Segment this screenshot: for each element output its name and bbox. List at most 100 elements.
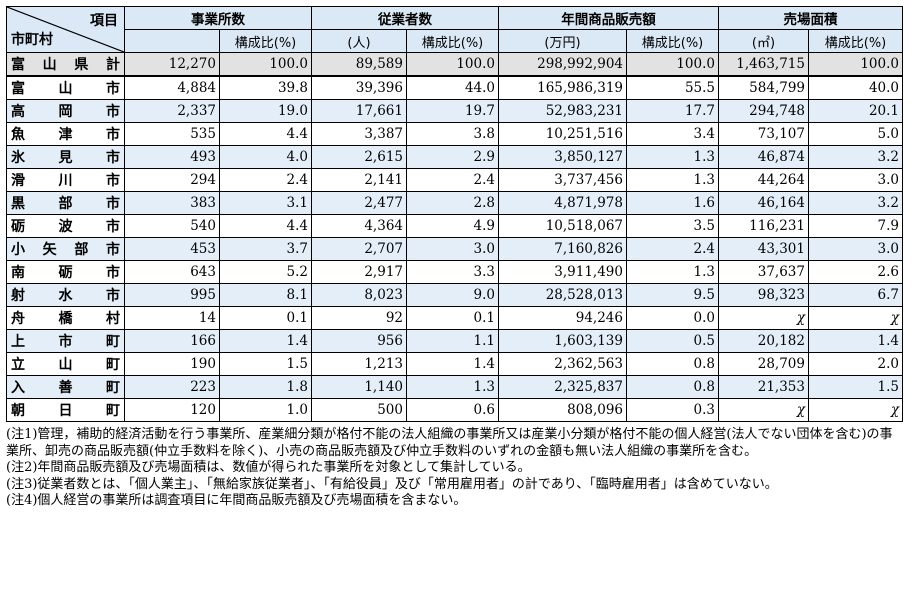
table-row: 朝日町 120 1.0 500 0.6 808,096 0.3 χ χ bbox=[6, 398, 903, 422]
value-cell: 3.0 bbox=[808, 168, 903, 192]
value-cell: 100.0 bbox=[808, 52, 903, 77]
table-row: 入善町 223 1.8 1,140 1.3 2,325,837 0.8 21,353 1.5 bbox=[6, 375, 903, 399]
value-cell: 14 bbox=[124, 306, 220, 330]
value-cell: 3.8 bbox=[406, 122, 499, 146]
value-cell: 2.4 bbox=[626, 237, 719, 261]
municipality-name-text: 砺波市 bbox=[11, 219, 120, 235]
value-cell: 1.1 bbox=[406, 329, 499, 353]
value-cell: 55.5 bbox=[626, 75, 719, 100]
value-cell: 2.0 bbox=[808, 352, 903, 376]
prefecture-total-row: 富山県計 12,270 100.0 89,589 100.0 298,992,904 100… bbox=[6, 52, 903, 77]
value-cell: 3,387 bbox=[311, 122, 407, 146]
value-cell: 1,463,715 bbox=[718, 52, 809, 77]
value-cell: 0.6 bbox=[406, 398, 499, 422]
value-cell: 3,850,127 bbox=[498, 145, 627, 169]
table-body: 富山県計 12,270 100.0 89,589 100.0 298,992,904 100… bbox=[6, 52, 903, 422]
municipality-name-text: 氷見市 bbox=[11, 150, 120, 166]
municipality-name: 富山県計 bbox=[6, 52, 125, 77]
municipality-name-text: 立山町 bbox=[11, 357, 120, 373]
value-cell: 43,301 bbox=[718, 237, 809, 261]
value-cell: 2.4 bbox=[406, 168, 499, 192]
value-cell: 294,748 bbox=[718, 99, 809, 123]
municipality-name: 小矢部市 bbox=[6, 237, 125, 261]
municipality-name-text: 南砺市 bbox=[11, 265, 120, 281]
value-cell: 120 bbox=[124, 398, 220, 422]
value-cell: 0.5 bbox=[626, 329, 719, 353]
municipality-name: 黒部市 bbox=[6, 191, 125, 215]
municipality-name-text: 入善町 bbox=[11, 380, 120, 396]
header-employees: 従業者数 bbox=[311, 6, 499, 30]
value-cell: χ bbox=[808, 306, 903, 330]
value-cell: 44,264 bbox=[718, 168, 809, 192]
table-row: 富山市 4,884 39.8 39,396 44.0 165,986,319 55.5 584… bbox=[6, 75, 903, 100]
value-cell: 1,140 bbox=[311, 375, 407, 399]
header-unit-persons: (人) bbox=[311, 29, 407, 53]
municipality-name: 上市町 bbox=[6, 329, 125, 353]
value-cell: 100.0 bbox=[626, 52, 719, 77]
value-cell: 2,362,563 bbox=[498, 352, 627, 376]
footnote: (注1)管理，補助的経済活動を行う事業所、産業細分類が格付不能の法人組織の事業所… bbox=[6, 427, 893, 459]
value-cell: 73,107 bbox=[718, 122, 809, 146]
value-cell: 100.0 bbox=[406, 52, 499, 77]
value-cell: 223 bbox=[124, 375, 220, 399]
table-row: 立山町 190 1.5 1,213 1.4 2,362,563 0.8 28,709 2.0 bbox=[6, 352, 903, 376]
value-cell: 1.6 bbox=[626, 191, 719, 215]
value-cell: 28,528,013 bbox=[498, 283, 627, 307]
footnotes: (注1)管理，補助的経済活動を行う事業所、産業細分類が格付不能の法人組織の事業所… bbox=[6, 427, 902, 510]
value-cell: 1,603,139 bbox=[498, 329, 627, 353]
table-row: 南砺市 643 5.2 2,917 3.3 3,911,490 1.3 37,637 2.6 bbox=[6, 260, 903, 284]
municipality-name: 入善町 bbox=[6, 375, 125, 399]
corner-item-label: 項目 bbox=[90, 13, 118, 29]
header-establishments: 事業所数 bbox=[124, 6, 312, 30]
value-cell: 1.3 bbox=[626, 145, 719, 169]
value-cell: 2,337 bbox=[124, 99, 220, 123]
value-cell: 44.0 bbox=[406, 75, 499, 100]
value-cell: 294 bbox=[124, 168, 220, 192]
value-cell: 1.4 bbox=[219, 329, 312, 353]
header-blank-cell bbox=[124, 29, 220, 53]
value-cell: 956 bbox=[311, 329, 407, 353]
municipality-name: 舟橋村 bbox=[6, 306, 125, 330]
value-cell: 1.4 bbox=[808, 329, 903, 353]
value-cell: 3.2 bbox=[808, 145, 903, 169]
value-cell: 116,231 bbox=[718, 214, 809, 238]
value-cell: 37,637 bbox=[718, 260, 809, 284]
value-cell: 2,917 bbox=[311, 260, 407, 284]
value-cell: 3.3 bbox=[406, 260, 499, 284]
value-cell: 20.1 bbox=[808, 99, 903, 123]
value-cell: 2,325,837 bbox=[498, 375, 627, 399]
footnote: (注2)年間商品販売額及び売場面積は、数値が得られた事業所を対象として集計してい… bbox=[6, 460, 531, 475]
municipality-name-text: 射水市 bbox=[11, 288, 120, 304]
value-cell: 2,707 bbox=[311, 237, 407, 261]
header-ratio: 構成比(%) bbox=[808, 29, 903, 53]
value-cell: 94,246 bbox=[498, 306, 627, 330]
municipality-name-text: 魚津市 bbox=[11, 127, 120, 143]
header-unit-area: (㎡) bbox=[718, 29, 809, 53]
value-cell: 3.0 bbox=[406, 237, 499, 261]
commerce-statistics-table: 項目 市町村 事業所数 従業者数 年間商品販売額 売場面積 構成比(%) (人)… bbox=[6, 6, 903, 422]
value-cell: 9.0 bbox=[406, 283, 499, 307]
value-cell: 3.4 bbox=[626, 122, 719, 146]
value-cell: 584,799 bbox=[718, 75, 809, 100]
value-cell: 1.0 bbox=[219, 398, 312, 422]
value-cell: 0.3 bbox=[626, 398, 719, 422]
statistics-table-container: 項目 市町村 事業所数 従業者数 年間商品販売額 売場面積 構成比(%) (人)… bbox=[6, 6, 906, 510]
municipality-name: 砺波市 bbox=[6, 214, 125, 238]
municipality-name: 富山市 bbox=[6, 75, 125, 100]
value-cell: 540 bbox=[124, 214, 220, 238]
header-row-groups: 項目 市町村 事業所数 従業者数 年間商品販売額 売場面積 bbox=[6, 6, 903, 53]
municipality-name-text: 黒部市 bbox=[11, 196, 120, 212]
value-cell: 10,251,516 bbox=[498, 122, 627, 146]
value-cell: 0.8 bbox=[626, 375, 719, 399]
header-ratio: 構成比(%) bbox=[626, 29, 719, 53]
value-cell: 3.1 bbox=[219, 191, 312, 215]
value-cell: 100.0 bbox=[219, 52, 312, 77]
value-cell: 20,182 bbox=[718, 329, 809, 353]
value-cell: 2,141 bbox=[311, 168, 407, 192]
value-cell: 995 bbox=[124, 283, 220, 307]
value-cell: 6.7 bbox=[808, 283, 903, 307]
municipality-name-text: 富山県計 bbox=[11, 57, 120, 73]
value-cell: 2.8 bbox=[406, 191, 499, 215]
value-cell: 2.9 bbox=[406, 145, 499, 169]
value-cell: 0.0 bbox=[626, 306, 719, 330]
